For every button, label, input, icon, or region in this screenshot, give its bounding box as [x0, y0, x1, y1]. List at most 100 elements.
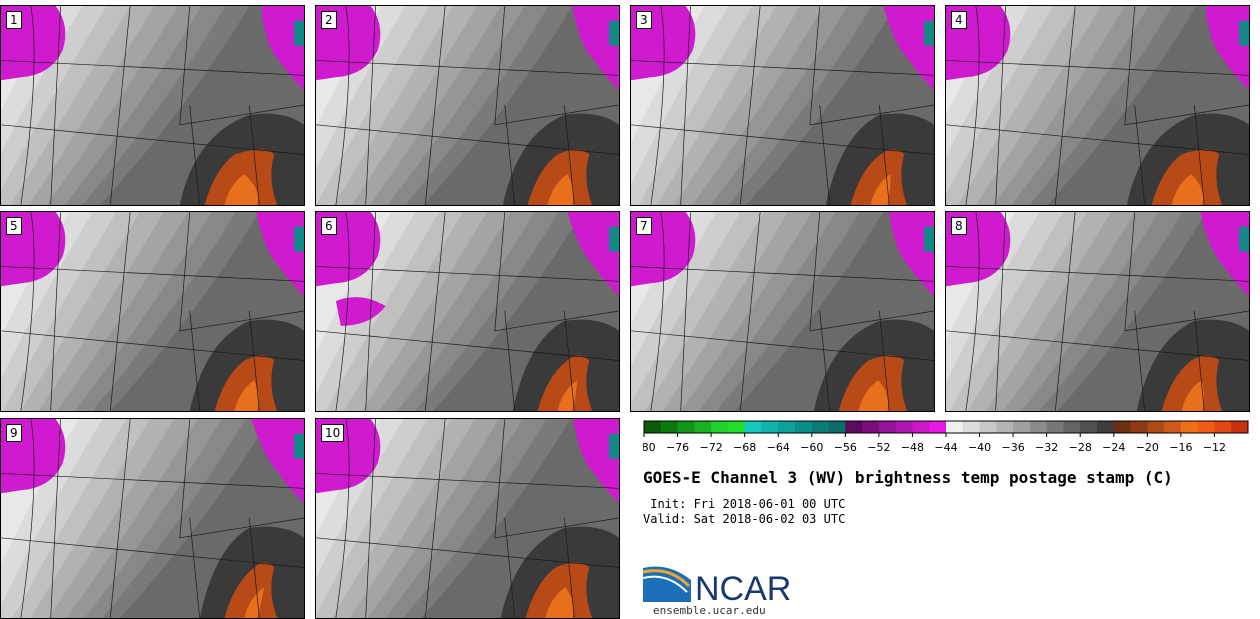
colorbar-swatch: [795, 421, 813, 433]
warm-area: [850, 149, 908, 205]
colorbar-swatch: [979, 421, 997, 433]
state-boundary: [995, 212, 1006, 411]
cold-cloud-northeast: [883, 6, 934, 91]
panel-label-6: 6: [321, 217, 337, 235]
cold-cloud-northeast: [1200, 212, 1249, 297]
colorbar-swatch: [1063, 421, 1081, 433]
colorbar-tick-label: −48: [901, 441, 924, 454]
warm-area-core: [547, 174, 574, 205]
very-cold-patch: [1239, 20, 1249, 46]
panel-label-4: 4: [951, 11, 967, 29]
colorbar-swatch: [1164, 421, 1182, 433]
state-boundary: [739, 6, 761, 205]
state-boundary: [494, 212, 619, 332]
state-boundary: [1194, 104, 1205, 205]
forecast-panel-1: 1: [0, 5, 305, 206]
warm-area-core: [234, 380, 259, 411]
state-boundary: [946, 266, 1249, 282]
forecast-panel-5: 5: [0, 211, 305, 412]
state-boundary: [109, 212, 131, 411]
wv-map-8: [946, 212, 1249, 411]
init-time: Init: Fri 2018-06-01 00 UTC: [643, 497, 846, 511]
colorbar-swatch: [845, 421, 863, 433]
cold-cloud-northeast: [256, 212, 304, 297]
colorbar-tick-label: −28: [1069, 441, 1092, 454]
colorbar-tick-label: −76: [666, 441, 689, 454]
colorbar-swatch: [778, 421, 796, 433]
state-boundary: [504, 104, 516, 205]
very-cold-patch: [294, 226, 304, 252]
warm-area: [224, 562, 278, 618]
state-boundary: [1054, 212, 1076, 411]
state-boundary: [365, 212, 376, 411]
state-boundary: [365, 6, 376, 205]
colorbar-swatch: [644, 421, 662, 433]
state-boundary: [189, 310, 201, 411]
warm-area: [838, 355, 908, 411]
very-cold-patch: [609, 226, 619, 252]
cold-cloud-northeast: [251, 419, 304, 504]
very-cold-patch: [294, 20, 304, 46]
ncar-logo-icon: NCAR: [643, 566, 791, 604]
state-boundary: [50, 212, 61, 411]
cold-cloud-northeast: [261, 6, 304, 91]
state-boundary: [650, 6, 665, 205]
very-cold-patch: [609, 20, 619, 46]
very-cold-patch: [924, 20, 934, 46]
panel-label-10: 10: [321, 424, 345, 442]
colorbar-swatch: [895, 421, 913, 433]
state-boundary: [965, 212, 980, 411]
warm-area-core: [1171, 174, 1204, 205]
wv-map-6: [316, 212, 619, 411]
state-boundary: [631, 266, 934, 282]
colorbar-swatch: [1214, 421, 1232, 433]
cold-cloud-northeast: [572, 6, 619, 91]
state-boundary: [316, 60, 619, 76]
state-boundary: [564, 310, 575, 411]
colorbar-swatch: [1130, 421, 1148, 433]
colorbar-tick-label: −32: [1035, 441, 1058, 454]
state-boundary: [879, 104, 890, 205]
state-boundary: [249, 104, 260, 205]
state-boundary: [809, 212, 934, 332]
forecast-panel-6: 6: [315, 211, 620, 412]
colorbar-swatch: [811, 421, 830, 433]
cold-cloud-northeast: [567, 212, 619, 297]
state-boundary: [1054, 6, 1076, 205]
colorbar-swatch: [1046, 421, 1064, 433]
colorbar-swatch: [946, 421, 964, 433]
state-boundary: [50, 419, 61, 618]
state-boundary: [494, 419, 619, 539]
warm-area: [1161, 355, 1223, 411]
colorbar-swatch: [1113, 421, 1132, 433]
warm-area-core: [858, 380, 889, 411]
warm-area: [214, 355, 278, 411]
colorbar-swatch: [862, 421, 880, 433]
state-boundary: [316, 266, 619, 282]
warm-area-core: [870, 174, 891, 205]
colorbar-tick-label: −72: [700, 441, 723, 454]
colorbar-swatch: [677, 421, 695, 433]
cold-cloud-northeast: [889, 212, 934, 297]
colorbar-swatch: [996, 421, 1014, 433]
panel-label-1: 1: [6, 11, 22, 29]
colorbar-tick-label: −44: [934, 441, 957, 454]
wv-map-9: [1, 419, 304, 618]
colorbar-tick-label: −20: [1136, 441, 1159, 454]
cold-cloud-northeast: [573, 419, 619, 504]
wv-map-5: [1, 212, 304, 411]
colorbar-tick-label: −40: [968, 441, 991, 454]
cold-cloud-northeast: [1205, 6, 1249, 91]
panel-label-7: 7: [636, 217, 652, 235]
panel-label-8: 8: [951, 217, 967, 235]
state-boundary: [365, 419, 376, 618]
state-boundary: [946, 60, 1249, 76]
colorbar-tick-label: −16: [1169, 441, 1192, 454]
colorbar: −80−76−72−68−64−60−56−52−48−44−40−36−32−…: [643, 420, 1249, 454]
colorbar-tick-label: −64: [767, 441, 790, 454]
warm-area-core: [1181, 380, 1205, 411]
colorbar-tick-label: −52: [867, 441, 890, 454]
warm-area-core: [224, 174, 259, 205]
colorbar-swatch: [1197, 421, 1215, 433]
valid-time: Valid: Sat 2018-06-02 03 UTC: [643, 512, 846, 526]
